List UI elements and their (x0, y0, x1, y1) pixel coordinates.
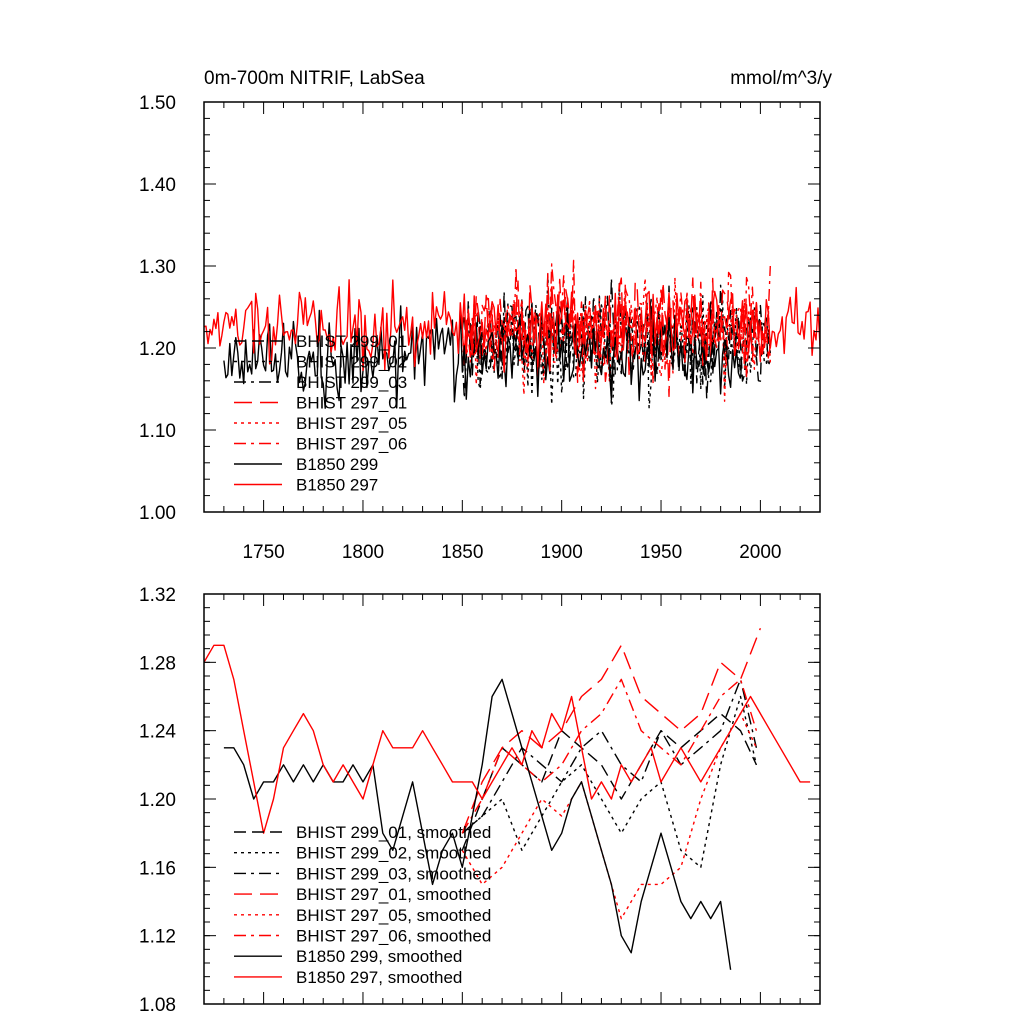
legend-label: BHIST 297_06, smoothed (296, 927, 491, 946)
legend-label: BHIST 297_01, smoothed (296, 885, 491, 904)
series-line-b1850-299 (223, 301, 742, 409)
x-tick-label: 1850 (441, 542, 483, 563)
legend-label: BHIST 297_01 (296, 394, 407, 413)
legend-label: B1850 299, smoothed (296, 947, 462, 966)
legend-label: B1850 297, smoothed (296, 968, 462, 987)
series-line-bhist-299-02-smoothed (461, 695, 758, 868)
x-tick-label: 1750 (242, 542, 284, 563)
x-tick-label: 2000 (739, 542, 781, 563)
legend-label: BHIST 299_03, smoothed (296, 864, 491, 883)
bottom-panel: 1.08 1.12 1.16 1.20 1.24 1.28 1.32 BHIST 299_0… (139, 585, 821, 1016)
series-line-bhist-297-06-smoothed (461, 678, 758, 834)
bottom-axes: 1.08 1.12 1.16 1.20 1.24 1.28 1.32 (139, 585, 820, 1016)
y-tick-label: 1.32 (139, 585, 176, 606)
bottom-plot-frame (203, 593, 821, 1005)
y-tick-label: 1.40 (139, 175, 176, 196)
bottom-series-group (204, 627, 811, 970)
y-tick-label: 1.28 (139, 653, 176, 674)
series-line-b1850-297-smoothed (204, 644, 811, 834)
legend-label: BHIST 297_05 (296, 414, 407, 433)
series-line-bhist-299-01-smoothed (461, 712, 758, 851)
chart-title: 0m-700m NITRIF, LabSea (204, 68, 425, 89)
series-line-bhist-299-03-smoothed (461, 678, 758, 834)
bottom-legend: BHIST 299_01, smoothed BHIST 299_02, smoo… (234, 823, 491, 987)
y-tick-label: 1.30 (139, 257, 176, 278)
y-tick-label: 1.16 (139, 858, 176, 879)
series-line-b1850-297 (204, 279, 820, 373)
legend-label: BHIST 299_01, smoothed (296, 823, 491, 842)
series-line-bhist-297-05-smoothed (461, 712, 758, 920)
legend-label: B1850 299 (296, 455, 378, 474)
y-tick-label: 1.00 (139, 503, 176, 524)
x-tick-label: 1800 (342, 542, 384, 563)
y-tick-label: 1.12 (139, 927, 176, 948)
legend-label: BHIST 297_05, smoothed (296, 906, 491, 925)
legend-label: B1850 297 (296, 476, 378, 495)
y-tick-label: 1.24 (139, 722, 176, 743)
top-series-group (204, 259, 820, 409)
legend-label: BHIST 299_03 (296, 373, 407, 392)
y-tick-label: 1.10 (139, 421, 176, 442)
top-plot-frame (203, 101, 821, 513)
y-tick-label: 1.08 (139, 995, 176, 1016)
x-tick-label: 1950 (640, 542, 682, 563)
y-tick-label: 1.20 (139, 339, 176, 360)
top-panel: 0m-700m NITRIF, LabSea mmol/m^3/y 1750 18… (139, 68, 832, 563)
y-tick-label: 1.50 (139, 93, 176, 114)
legend-label: BHIST 299_01 (296, 332, 407, 351)
series-line-bhist-297-01-smoothed (461, 627, 762, 834)
legend-label: BHIST 299_02, smoothed (296, 844, 491, 863)
series-line-bhist-297-05 (461, 277, 771, 402)
legend-label: BHIST 297_06 (296, 435, 407, 454)
x-tick-label: 1900 (541, 542, 583, 563)
top-axes: 1750 1800 1850 1900 1950 2000 1.00 1.10 1.20 1.30… (139, 93, 820, 563)
legend-label: BHIST 299_02 (296, 353, 407, 372)
y-tick-label: 1.20 (139, 790, 176, 811)
units-label: mmol/m^3/y (730, 68, 832, 89)
